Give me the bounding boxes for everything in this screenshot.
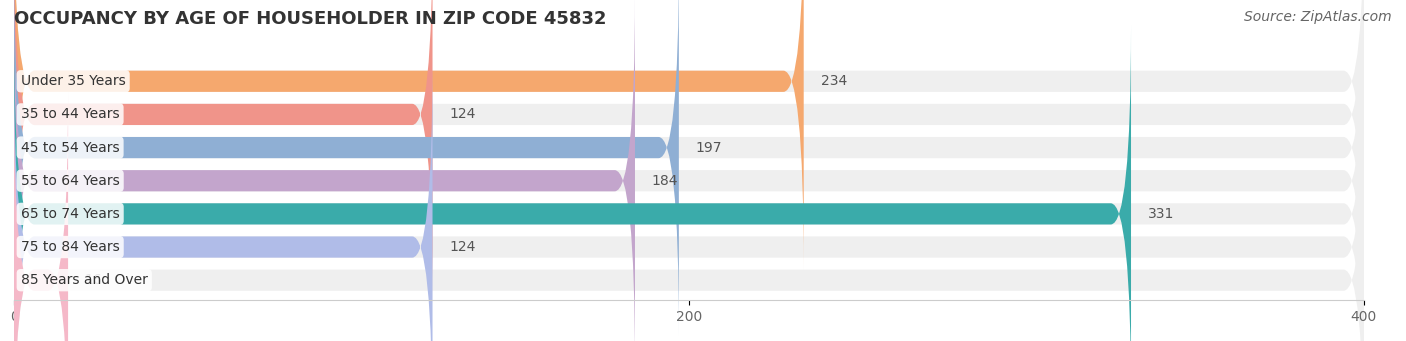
Text: Under 35 Years: Under 35 Years [21,74,125,88]
Text: 331: 331 [1147,207,1174,221]
FancyBboxPatch shape [14,92,1364,341]
Text: 55 to 64 Years: 55 to 64 Years [21,174,120,188]
FancyBboxPatch shape [14,26,1364,341]
FancyBboxPatch shape [14,26,1130,341]
Text: 234: 234 [821,74,846,88]
Text: 85 Years and Over: 85 Years and Over [21,273,148,287]
FancyBboxPatch shape [14,92,67,341]
FancyBboxPatch shape [14,0,636,341]
Text: 124: 124 [450,240,475,254]
Text: 184: 184 [652,174,678,188]
Text: OCCUPANCY BY AGE OF HOUSEHOLDER IN ZIP CODE 45832: OCCUPANCY BY AGE OF HOUSEHOLDER IN ZIP C… [14,10,606,28]
Text: 75 to 84 Years: 75 to 84 Years [21,240,120,254]
FancyBboxPatch shape [14,0,1364,341]
FancyBboxPatch shape [14,0,433,303]
FancyBboxPatch shape [14,0,1364,270]
FancyBboxPatch shape [14,0,1364,336]
Text: 45 to 54 Years: 45 to 54 Years [21,140,120,154]
FancyBboxPatch shape [14,0,679,336]
FancyBboxPatch shape [14,59,433,341]
Text: 197: 197 [696,140,723,154]
Text: 35 to 44 Years: 35 to 44 Years [21,107,120,121]
Text: Source: ZipAtlas.com: Source: ZipAtlas.com [1244,10,1392,24]
FancyBboxPatch shape [14,0,1364,303]
Text: 124: 124 [450,107,475,121]
Text: 65 to 74 Years: 65 to 74 Years [21,207,120,221]
FancyBboxPatch shape [14,59,1364,341]
FancyBboxPatch shape [14,0,804,270]
Text: 16: 16 [84,273,103,287]
